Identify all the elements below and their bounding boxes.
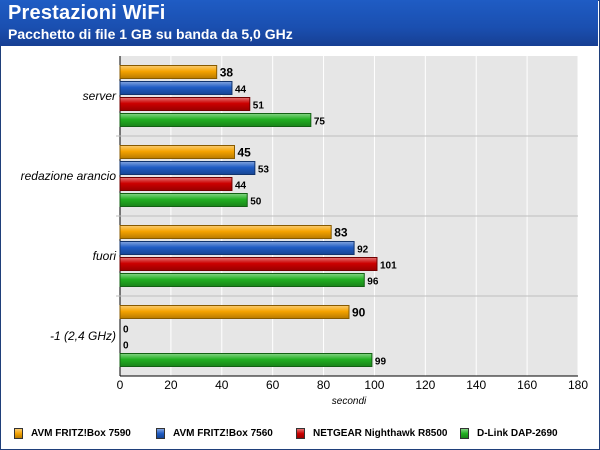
bar xyxy=(119,145,235,159)
bar xyxy=(119,161,256,175)
legend-swatch xyxy=(460,428,469,439)
legend: AVM FRITZ!Box 7590 AVM FRITZ!Box 7560 NETG… xyxy=(0,423,598,447)
x-tick-label: 120 xyxy=(415,378,435,392)
x-tick-label: 160 xyxy=(517,378,537,392)
legend-label: AVM FRITZ!Box 7590 xyxy=(31,428,131,439)
chart-title: Prestazioni WiFi xyxy=(8,2,166,24)
data-label: 45 xyxy=(238,146,252,160)
data-label: 99 xyxy=(375,357,387,368)
data-label: 53 xyxy=(258,165,270,176)
data-label: 83 xyxy=(334,226,348,240)
data-label: 51 xyxy=(253,101,265,112)
bar xyxy=(119,273,365,287)
data-label: 50 xyxy=(250,197,262,208)
data-label: 96 xyxy=(367,277,379,288)
data-label: 0 xyxy=(123,341,129,352)
bar xyxy=(119,65,218,79)
chart-header: Prestazioni WiFi Pacchetto di file 1 GB … xyxy=(0,0,598,46)
legend-item: AVM FRITZ!Box 7560 xyxy=(156,428,273,439)
data-label: 92 xyxy=(357,245,369,256)
category-labels: server redazione arancio fuori -1 (2,4 GHz) xyxy=(21,89,117,343)
x-tick-label: 20 xyxy=(164,378,178,392)
chart-subtitle: Pacchetto di file 1 GB su banda da 5,0 G… xyxy=(8,26,293,42)
category-label: -1 (2,4 GHz) xyxy=(50,329,116,343)
data-label: 101 xyxy=(380,261,397,272)
legend-label: AVM FRITZ!Box 7560 xyxy=(173,428,273,439)
bar xyxy=(119,305,350,319)
bar xyxy=(119,177,233,191)
bar xyxy=(119,241,355,255)
x-axis-ticks: 0 20 40 60 80 100 120 140 160 180 xyxy=(117,378,589,392)
bar xyxy=(119,257,378,271)
bar xyxy=(119,193,248,207)
legend-label: NETGEAR Nighthawk R8500 xyxy=(313,428,448,439)
x-tick-label: 40 xyxy=(215,378,229,392)
x-tick-label: 60 xyxy=(266,378,280,392)
legend-label: D-Link DAP-2690 xyxy=(477,428,558,439)
data-label: 44 xyxy=(235,181,247,192)
legend-item: D-Link DAP-2690 xyxy=(460,428,558,439)
data-label: 38 xyxy=(220,66,234,80)
data-label: 75 xyxy=(314,117,326,128)
category-label: fuori xyxy=(93,249,117,263)
x-axis-label: secondi xyxy=(332,396,367,407)
x-tick-label: 80 xyxy=(317,378,331,392)
bar xyxy=(119,225,332,239)
x-tick-label: 100 xyxy=(364,378,384,392)
category-label: server xyxy=(83,89,117,103)
data-label: 0 xyxy=(123,325,129,336)
bar xyxy=(119,353,373,367)
category-label: redazione arancio xyxy=(21,169,117,183)
legend-item: NETGEAR Nighthawk R8500 xyxy=(296,428,447,439)
legend-item: AVM FRITZ!Box 7590 xyxy=(14,428,131,439)
legend-swatch xyxy=(296,428,305,439)
x-tick-label: 180 xyxy=(568,378,588,392)
bar xyxy=(119,97,251,111)
data-label: 90 xyxy=(352,306,366,320)
x-tick-label: 140 xyxy=(466,378,486,392)
bar xyxy=(119,81,233,95)
legend-swatch xyxy=(156,428,165,439)
data-label: 44 xyxy=(235,85,247,96)
legend-swatch xyxy=(14,428,23,439)
x-tick-label: 0 xyxy=(117,378,124,392)
bar xyxy=(119,113,312,127)
